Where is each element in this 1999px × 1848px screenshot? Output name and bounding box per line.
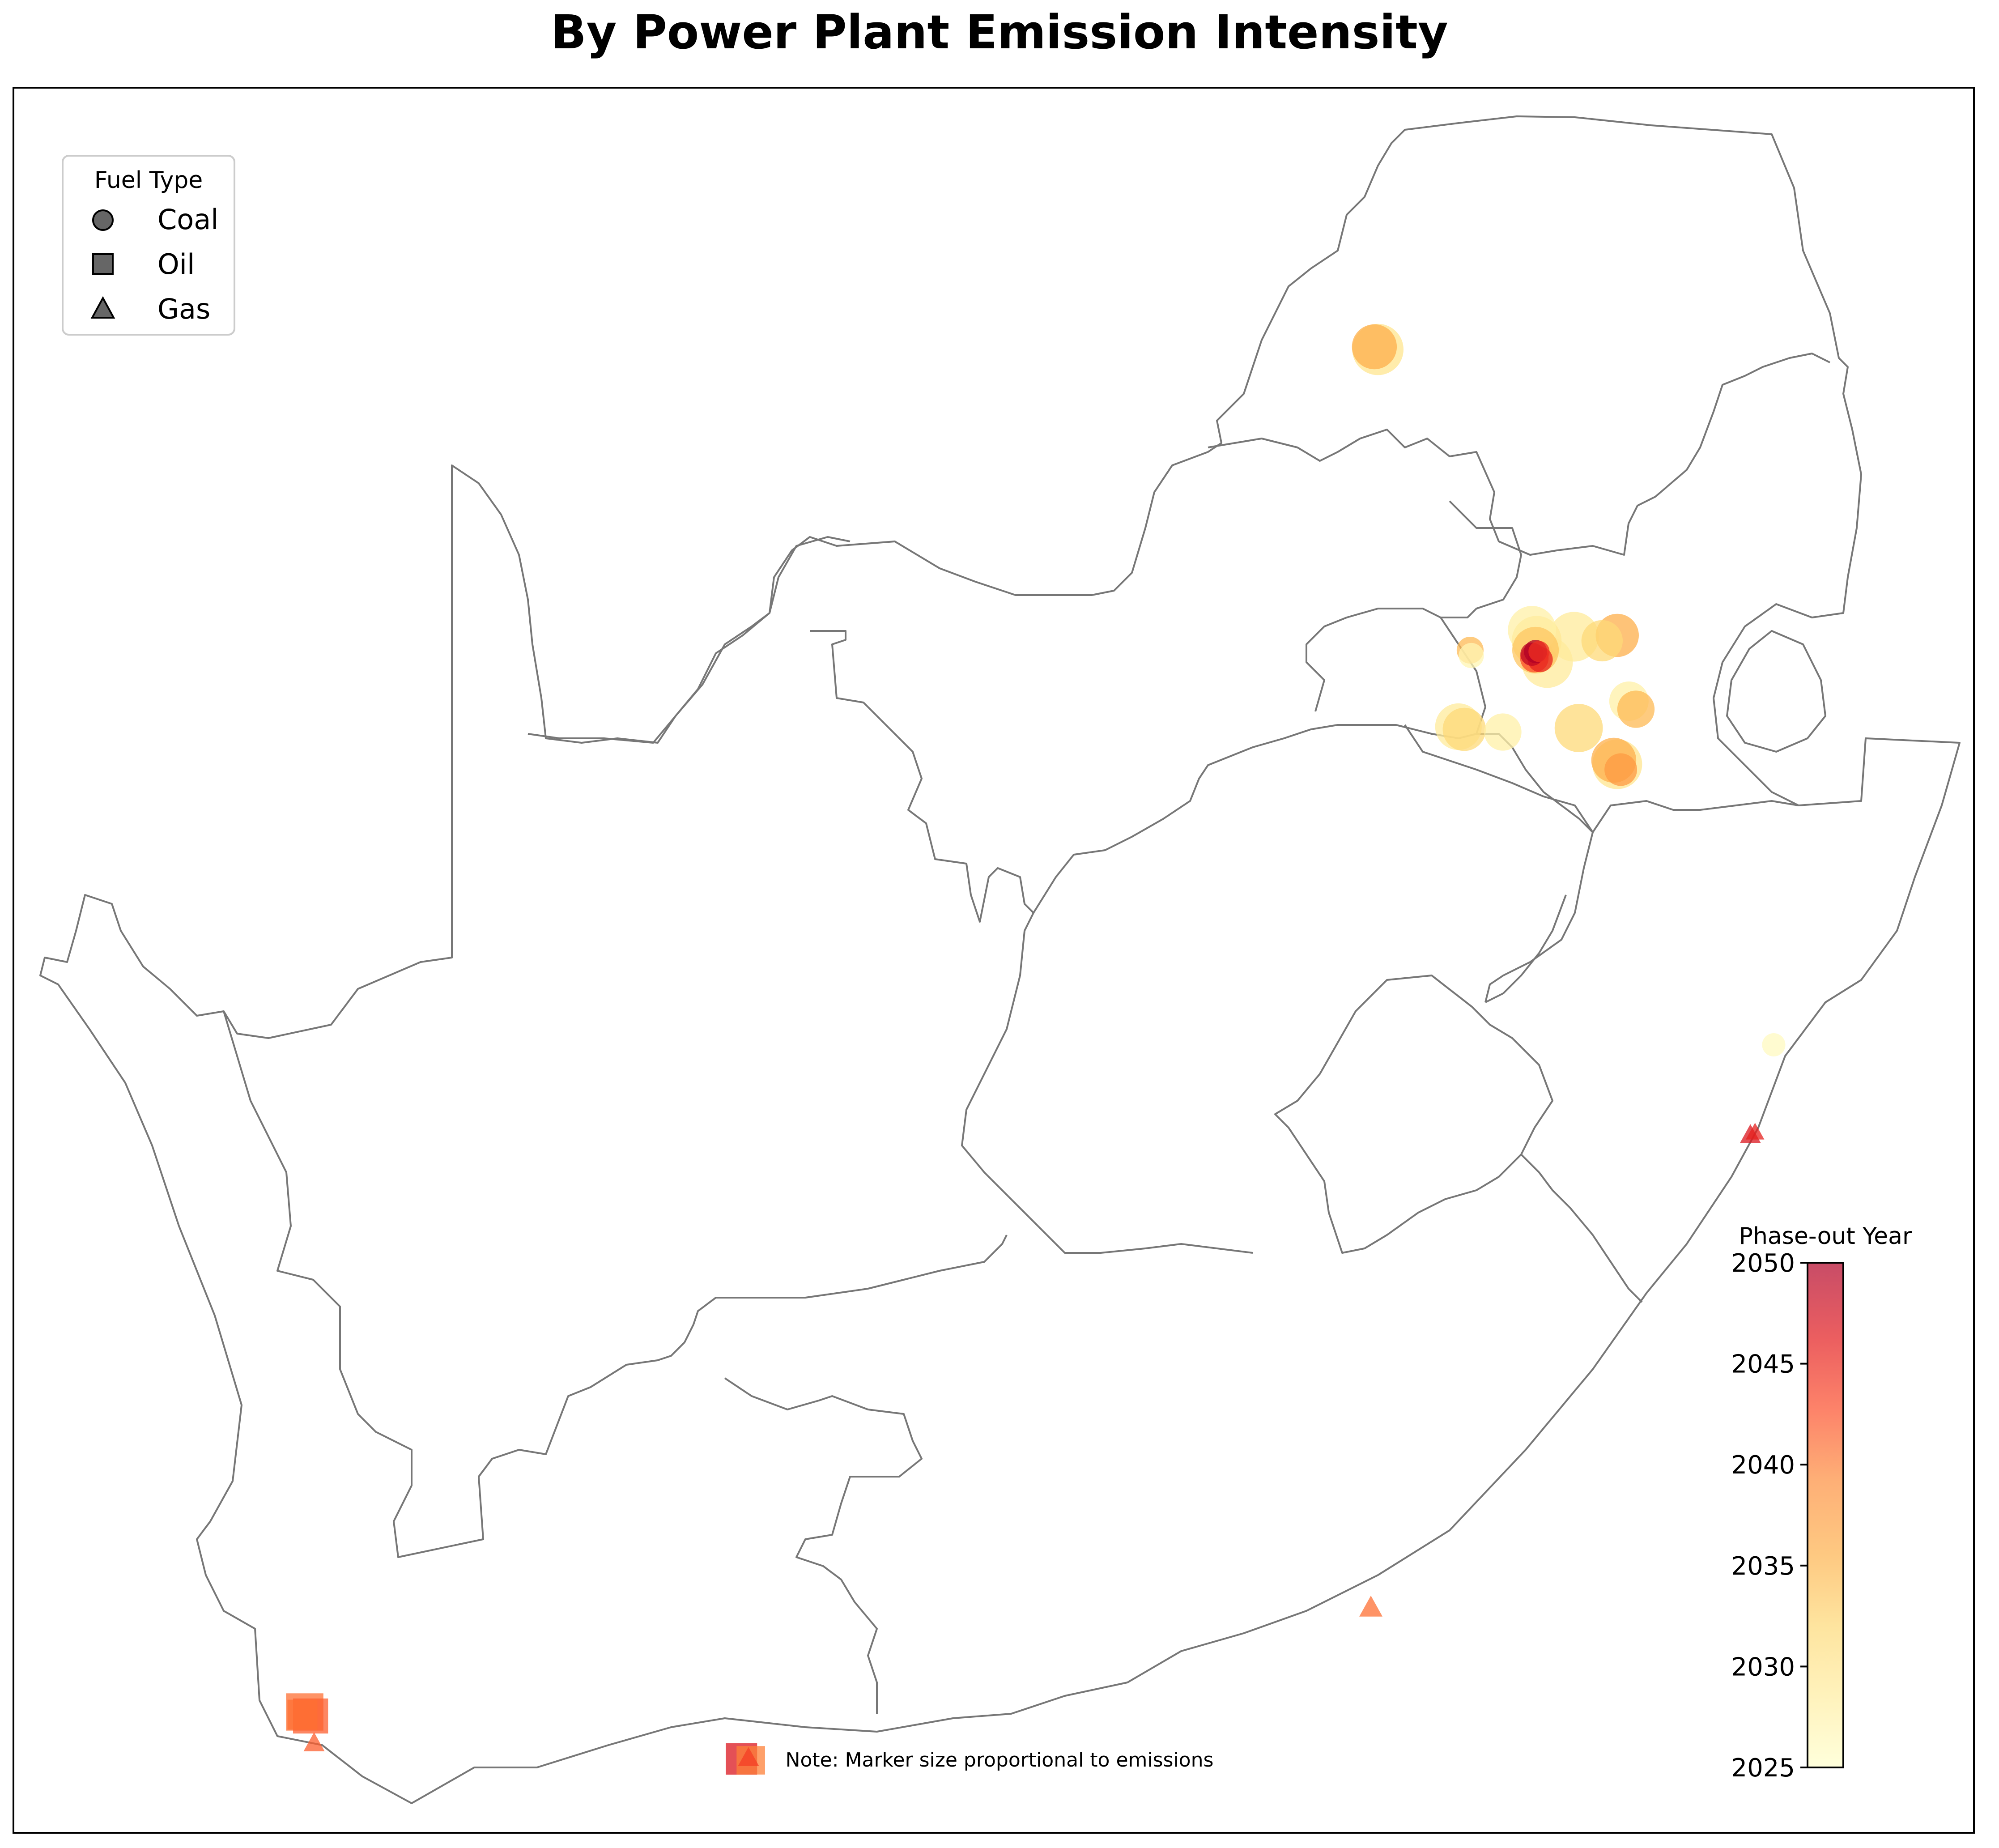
legend-label-gas: Gas — [157, 293, 210, 325]
gas-plant-marker — [303, 1732, 325, 1751]
coal-plant-marker — [1528, 641, 1550, 662]
border-northern-cape-free-state — [810, 630, 1253, 1254]
border-north-west-free-state — [1033, 724, 1594, 914]
colorbar-tick-label: 2025 — [1731, 1754, 1795, 1783]
colorbar-tick-label: 2045 — [1731, 1350, 1795, 1379]
border-western-eastern-cape — [724, 1377, 923, 1714]
coal-plant-marker — [1442, 707, 1486, 751]
gas-plant-marker — [738, 1747, 759, 1766]
colorbar-tick-label: 2035 — [1731, 1552, 1795, 1581]
country-outline — [39, 115, 1961, 1804]
colorbar-ticks: 2025 2030 2035 2040 2045 2050 — [1731, 1249, 1808, 1783]
border-mpumalanga-south — [1404, 724, 1799, 833]
border-mpumalanga-west — [1440, 617, 1486, 734]
border-north-west-north — [527, 536, 851, 744]
coal-circle-icon — [92, 209, 114, 231]
border-kzn-inner — [1485, 894, 1567, 1003]
eswatini-outline — [1726, 630, 1826, 753]
border-free-state-kzn — [1484, 832, 1594, 1003]
gas-plant-marker — [1359, 1596, 1383, 1617]
coal-plant-marker — [1459, 643, 1484, 669]
chart-title: By Power Plant Emission Intensity — [551, 5, 1448, 60]
phase-out-colorbar: Phase-out Year 2025 2030 2035 2040 2045 2050 — [1731, 1223, 1912, 1783]
coal-plant-marker — [1604, 753, 1637, 786]
plant-markers — [286, 324, 1786, 1775]
legend-label-coal: Coal — [157, 203, 218, 236]
colorbar-title: Phase-out Year — [1739, 1223, 1912, 1250]
border-eastern-cape-kzn — [1520, 1154, 1643, 1303]
colorbar-gradient — [1807, 1262, 1844, 1768]
colorbar-tick-label: 2030 — [1731, 1652, 1795, 1682]
border-western-northern-cape — [223, 1011, 1008, 1558]
legend-title: Fuel Type — [94, 167, 203, 194]
colorbar-tick-label: 2050 — [1731, 1249, 1795, 1278]
gas-triangle-icon — [90, 296, 115, 319]
coal-plant-marker — [1617, 690, 1655, 728]
coal-plant-marker — [1484, 713, 1522, 751]
marker-size-note: Note: Marker size proportional to emissi… — [786, 1749, 1214, 1771]
coal-plant-marker — [1554, 704, 1603, 752]
legend-label-oil: Oil — [157, 248, 195, 281]
coal-plant-marker — [1581, 620, 1623, 662]
legend-box — [62, 155, 235, 336]
border-gauteng — [1306, 500, 1522, 712]
colorbar-tick-label: 2040 — [1731, 1451, 1795, 1480]
gas-plant-marker — [1746, 1123, 1765, 1140]
map-frame — [13, 87, 1975, 1834]
province-boundaries — [39, 115, 1961, 1804]
fuel-type-legend: Fuel Type Coal Oil Gas — [62, 155, 235, 336]
oil-plant-marker — [287, 1699, 318, 1730]
lesotho-outline — [1274, 975, 1553, 1254]
oil-square-icon — [92, 253, 114, 275]
coal-plant-marker — [1762, 1033, 1786, 1056]
border-limpopo — [1208, 353, 1830, 556]
coal-plant-marker — [1352, 324, 1397, 370]
